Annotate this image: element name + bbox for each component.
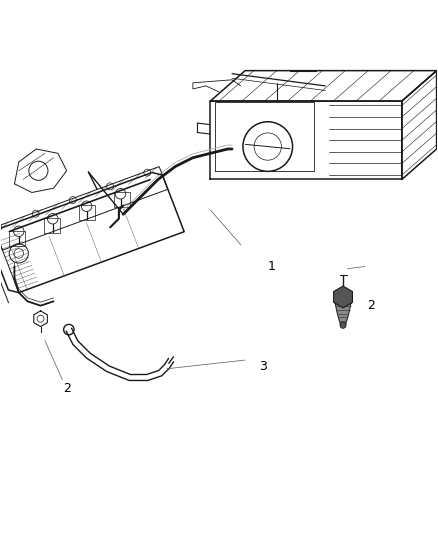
Bar: [114, 192, 130, 207]
Text: 1: 1: [267, 260, 275, 273]
Text: 3: 3: [258, 360, 266, 373]
Polygon shape: [335, 303, 351, 325]
Circle shape: [340, 322, 346, 328]
Text: 2: 2: [367, 299, 375, 312]
Bar: [9, 231, 25, 246]
Polygon shape: [334, 286, 353, 308]
Bar: [44, 217, 60, 233]
Bar: [79, 205, 95, 220]
Text: 2: 2: [63, 382, 71, 395]
